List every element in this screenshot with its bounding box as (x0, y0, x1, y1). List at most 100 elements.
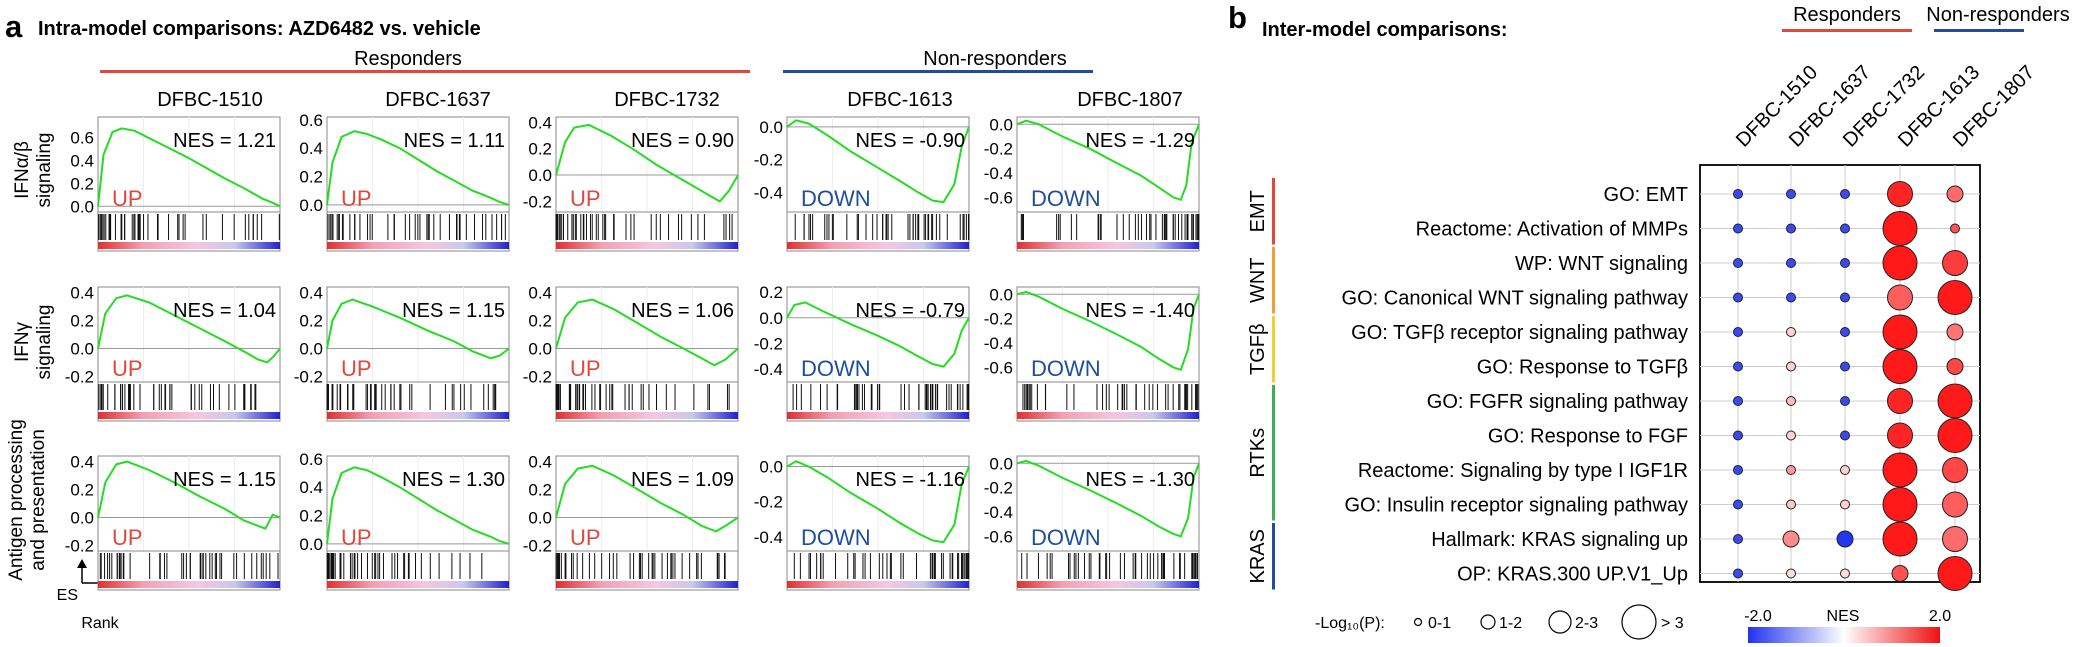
bubble (1786, 189, 1796, 199)
gsea-plot-dfbc-1637-row0: 0.6 0.4 0.2 0.0 NES = 1.11 UP (299, 111, 510, 252)
category-bar-rtks (1272, 385, 1275, 521)
row-label-ifnab: IFNα/β signaling (12, 133, 55, 208)
direction-label: UP (112, 525, 143, 550)
nes-label: NES = -1.29 (1085, 130, 1195, 152)
bubble (1840, 430, 1850, 441)
bubble (1937, 280, 1973, 315)
y-tick-label: 0.2 (299, 507, 323, 526)
gsea-plot-dfbc-1613-row2: 0.0 -0.2 -0.4 NES = -1.16 DOWN (754, 455, 970, 591)
direction-label: UP (570, 525, 601, 550)
gsea-plot-dfbc-1807-row1: 0.0 -0.2 -0.4 -0.6 NES = -1.40 DOWN (984, 285, 1200, 422)
gsea-plot-dfbc-1807-row2: 0.0 -0.2 -0.4 -0.6 NES = -1.30 DOWN (984, 454, 1200, 591)
y-tick-label: 0.0 (70, 197, 94, 216)
nes-label: NES = -1.16 (855, 469, 965, 491)
es-curve (786, 301, 970, 368)
rank-heat-strip (98, 581, 280, 588)
rank-heat-strip (787, 242, 969, 249)
bubble (1786, 292, 1796, 303)
rank-heat-strip (327, 242, 509, 249)
gsea-plot-dfbc-1732-row2: 0.4 0.2 0.0 -0.2 NES = 1.09 UP (523, 453, 739, 591)
bubble (1733, 189, 1743, 199)
direction-label: DOWN (1031, 525, 1101, 550)
nes-label: NES = 1.11 (404, 130, 505, 152)
rank-axis-label: Rank (81, 615, 119, 632)
y-tick-label: 0.0 (989, 454, 1013, 473)
bubble (1733, 258, 1743, 268)
svg-text:IFNγ: IFNγ (12, 321, 33, 362)
category-label: RTKs (1247, 428, 1269, 478)
bubble (1733, 465, 1743, 475)
bubble (1946, 358, 1964, 375)
bubble (1950, 223, 1960, 234)
category-label: KRAS (1247, 529, 1269, 583)
bubble (1937, 418, 1973, 453)
y-tick-label: 0.2 (70, 312, 94, 331)
nes-label: NES = -1.40 (1085, 300, 1195, 322)
y-tick-label: 0.2 (528, 312, 552, 331)
y-tick-label: -0.6 (984, 358, 1013, 377)
es-curve (1016, 459, 1200, 538)
nes-label: NES = -1.30 (1085, 469, 1195, 491)
svg-text:signaling: signaling (34, 133, 55, 208)
bubble (1733, 361, 1743, 372)
bubble (1887, 284, 1913, 311)
rank-heat-strip (556, 242, 738, 249)
bubble (1840, 327, 1850, 337)
bubble (1786, 499, 1796, 510)
gsea-plot-dfbc-1510-row2: 0.4 0.2 0.0 -0.2 NES = 1.15 UP (65, 453, 281, 591)
y-tick-label: 0.2 (528, 481, 552, 500)
bubble (1786, 223, 1796, 234)
bubble (1882, 521, 1918, 557)
y-tick-label: -0.2 (754, 151, 783, 170)
y-tick-label: 0.4 (528, 453, 552, 472)
responders-bar-b (1782, 29, 1912, 32)
y-tick-label: -0.6 (984, 527, 1013, 546)
es-curve (97, 127, 281, 208)
colorbar-gradient (1748, 627, 1940, 643)
bubble (1733, 499, 1743, 510)
y-tick-label: -0.2 (523, 367, 552, 386)
y-tick-label: -0.2 (984, 140, 1013, 159)
y-tick-label: -0.2 (984, 479, 1013, 498)
gsea-plot-dfbc-1510-row1: 0.4 0.2 0.0 -0.2 NES = 1.04 UP (65, 284, 281, 422)
es-curve (555, 298, 739, 367)
direction-label: DOWN (801, 356, 871, 381)
rank-heat-strip (1017, 412, 1199, 419)
bubble (1887, 181, 1913, 207)
nonresponders-label-b: Non-responders (1926, 4, 2069, 26)
bubble (1733, 568, 1743, 579)
direction-label: UP (570, 186, 601, 211)
model-label-a-1510: DFBC-1510 (157, 89, 263, 111)
es-curve (97, 460, 281, 530)
bubble (1840, 258, 1850, 268)
y-tick-label: 0.4 (70, 453, 94, 472)
gsea-plot-dfbc-1637-row2: 0.6 0.4 0.2 0.0 NES = 1.30 UP (299, 450, 510, 591)
bubble (1786, 396, 1796, 406)
y-tick-label: 0.4 (528, 284, 552, 303)
size-legend-circle-2 (1548, 610, 1572, 634)
y-tick-label: 0.0 (70, 508, 94, 527)
y-tick-label: 0.0 (759, 458, 783, 477)
pathway-label: GO: Response to FGF (1488, 426, 1688, 448)
panel-a-letter: a (5, 9, 23, 44)
svg-text:signaling: signaling (34, 305, 55, 380)
y-tick-label: -0.2 (65, 367, 94, 386)
y-tick-label: -0.4 (754, 183, 783, 202)
bubble (1786, 430, 1796, 441)
bubble (1840, 396, 1850, 406)
y-tick-label: -0.4 (984, 503, 1013, 522)
es-curve (786, 119, 970, 204)
y-tick-label: 0.2 (70, 481, 94, 500)
nes-label: NES = 1.15 (173, 469, 276, 491)
direction-label: UP (112, 356, 143, 381)
bubble (1937, 556, 1973, 591)
y-tick-label: -0.2 (294, 367, 323, 386)
y-tick-label: -0.2 (754, 493, 783, 512)
y-tick-label: 0.0 (299, 196, 323, 215)
bubble (1733, 430, 1743, 441)
bubble (1937, 383, 1973, 419)
size-legend-item-1: 1-2 (1499, 615, 1522, 632)
bubble (1836, 530, 1854, 548)
bubble (1882, 245, 1918, 281)
